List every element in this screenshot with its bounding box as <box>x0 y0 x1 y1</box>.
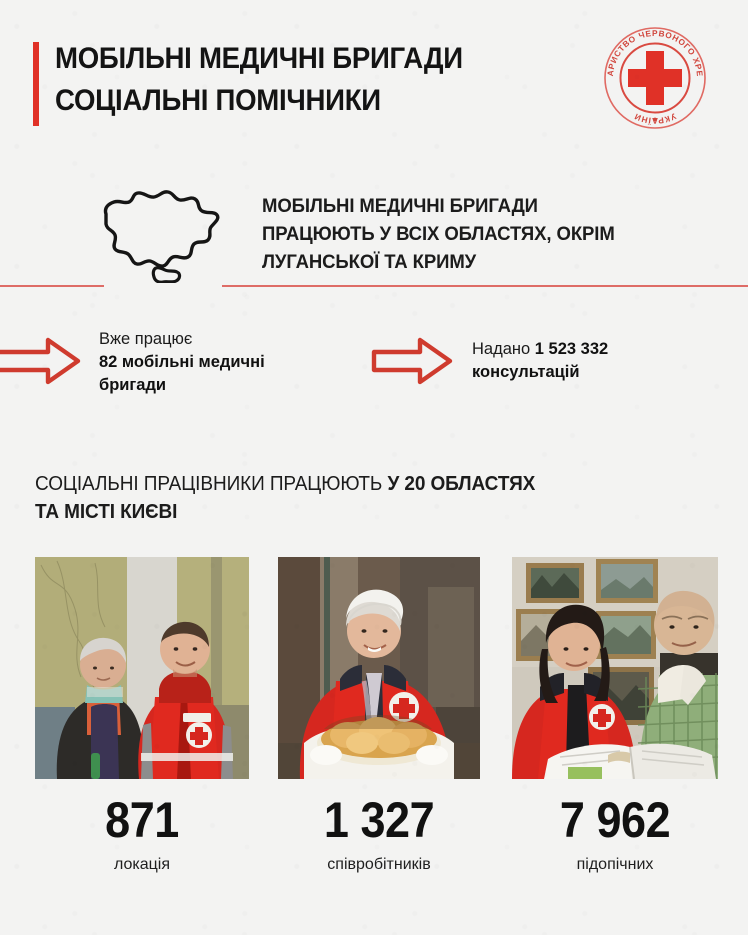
map-text-line-3: ЛУГАНСЬКОЇ ТА КРИМУ <box>262 251 477 273</box>
bottom-stats-section: 871 локація 1 327 співробітників 7 962 п… <box>0 793 748 903</box>
title-line-2: СОЦІАЛЬНІ ПОМІЧНИКИ <box>55 84 381 117</box>
sw-heading-bold-2: ТА МІСТІ КИЄВІ <box>35 501 178 523</box>
stat-strong-line-2: бригади <box>99 376 167 394</box>
social-workers-heading: СОЦІАЛЬНІ ПРАЦІВНИКИ ПРАЦЮЮТЬ У 20 ОБЛАС… <box>35 470 662 526</box>
baked-bread <box>324 715 432 754</box>
map-text-line-2: ПРАЦЮЮТЬ У ВСІХ ОБЛАСТЯХ, ОКРІМ <box>262 223 615 245</box>
photo-volunteer-with-elderly-woman <box>35 557 249 779</box>
crimea-outline <box>151 266 182 284</box>
ukraine-outline-map <box>98 178 228 290</box>
photo-volunteer-with-bread-tray <box>278 557 480 779</box>
photo-gallery <box>0 557 748 779</box>
volunteer-with-tray-figure <box>299 589 454 779</box>
stat-lead-label: Вже працює <box>99 330 193 348</box>
photo-social-worker-with-elderly-man <box>512 557 718 779</box>
red-cross-icon <box>628 51 682 105</box>
stat-lead-label: Надано <box>472 340 535 358</box>
stat-locations: 871 локація <box>35 793 249 874</box>
stat-strong-line-1: 1 523 332 <box>534 340 609 358</box>
page-title: МОБІЛЬНІ МЕДИЧНІ БРИГАДИ СОЦІАЛЬНІ ПОМІЧ… <box>55 38 575 122</box>
map-text-line-1: МОБІЛЬНІ МЕДИЧНІ БРИГАДИ <box>262 195 538 217</box>
stat-beneficiaries: 7 962 підопічних <box>512 793 718 874</box>
stat-beneficiaries-label: підопічних <box>576 856 654 873</box>
stat-employees-value: 1 327 <box>323 792 435 848</box>
stat-beneficiaries-value: 7 962 <box>559 792 671 848</box>
title-line-1: МОБІЛЬНІ МЕДИЧНІ БРИГАДИ <box>55 42 463 75</box>
map-description: МОБІЛЬНІ МЕДИЧНІ БРИГАДИ ПРАЦЮЮТЬ У ВСІХ… <box>262 192 709 276</box>
red-cross-volunteer-figure <box>138 621 233 779</box>
stat-locations-value: 871 <box>105 792 179 848</box>
arrow-stat-consultations-text: Надано 1 523 332 консультацій <box>472 338 742 384</box>
arrow-right-outline-icon <box>0 336 82 391</box>
section-divider <box>0 285 748 287</box>
sw-heading-bold-1: У 20 ОБЛАСТЯХ <box>387 473 536 495</box>
stat-locations-label: локація <box>113 856 171 873</box>
arrow-stat-mobile-teams: Вже працює 82 мобільні медичні бригади <box>0 310 360 410</box>
stat-employees: 1 327 співробітників <box>278 793 480 874</box>
stat-strong-line-2: консультацій <box>472 363 580 381</box>
arrow-stat-consultations: Надано 1 523 332 консультацій <box>370 310 748 410</box>
arrow-right-outline-icon <box>370 336 454 391</box>
ukrainian-red-cross-emblem: ТОВАРИСТВО ЧЕРВОНОГО ХРЕСТА УКРАЇНИ <box>599 18 707 130</box>
open-book <box>544 743 716 779</box>
stat-strong-line-1: 82 мобільні медичні <box>99 353 265 371</box>
sw-heading-regular: СОЦІАЛЬНІ ПРАЦІВНИКИ ПРАЦЮЮТЬ <box>35 473 388 495</box>
map-section: МОБІЛЬНІ МЕДИЧНІ БРИГАДИ ПРАЦЮЮТЬ У ВСІХ… <box>0 170 748 288</box>
elderly-woman-figure <box>56 637 145 779</box>
title-accent-bar <box>33 42 39 126</box>
divider-map-gap <box>104 283 222 289</box>
arrow-stat-mobile-teams-text: Вже працює 82 мобільні медичні бригади <box>99 328 349 397</box>
stat-employees-label: співробітників <box>327 856 431 873</box>
arrow-stats-section: Вже працює 82 мобільні медичні бригади Н… <box>0 310 748 410</box>
header: МОБІЛЬНІ МЕДИЧНІ БРИГАДИ СОЦІАЛЬНІ ПОМІЧ… <box>0 0 748 150</box>
